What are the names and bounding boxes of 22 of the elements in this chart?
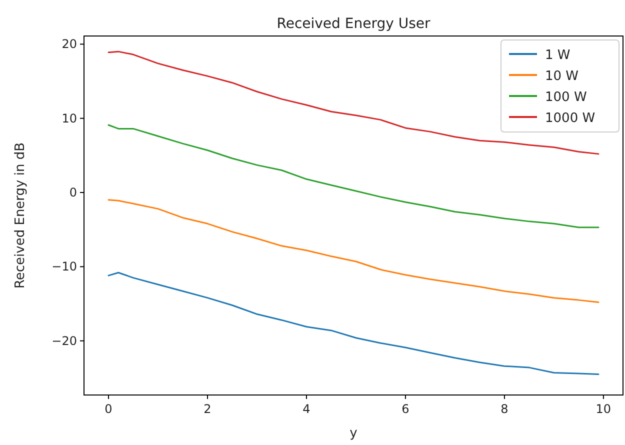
x-tick-label: 6 [402,402,410,416]
x-tick-label: 2 [204,402,212,416]
x-tick-label: 8 [500,402,508,416]
y-tick-label: −10 [52,260,77,274]
y-tick-label: 10 [62,111,77,126]
x-tick-label: 4 [302,402,310,416]
y-tick-label: −20 [52,334,77,348]
line-series [108,199,600,304]
line-series [108,272,600,375]
x-tick-label: 10 [596,402,612,416]
chart-title: Received Energy User [276,16,430,32]
y-tick-label: 20 [62,37,77,52]
x-tick-label: 0 [104,402,112,416]
y-axis-title: Received Energy in dB [13,142,28,289]
line-series [108,124,600,228]
legend-label: 100 W [545,90,587,105]
line-series [108,50,600,155]
legend-label: 1 W [545,48,570,63]
y-tick-label: 0 [69,186,77,200]
legend-label: 1000 W [545,111,596,126]
legend-label: 10 W [545,69,579,84]
x-axis-title: y [350,426,358,441]
